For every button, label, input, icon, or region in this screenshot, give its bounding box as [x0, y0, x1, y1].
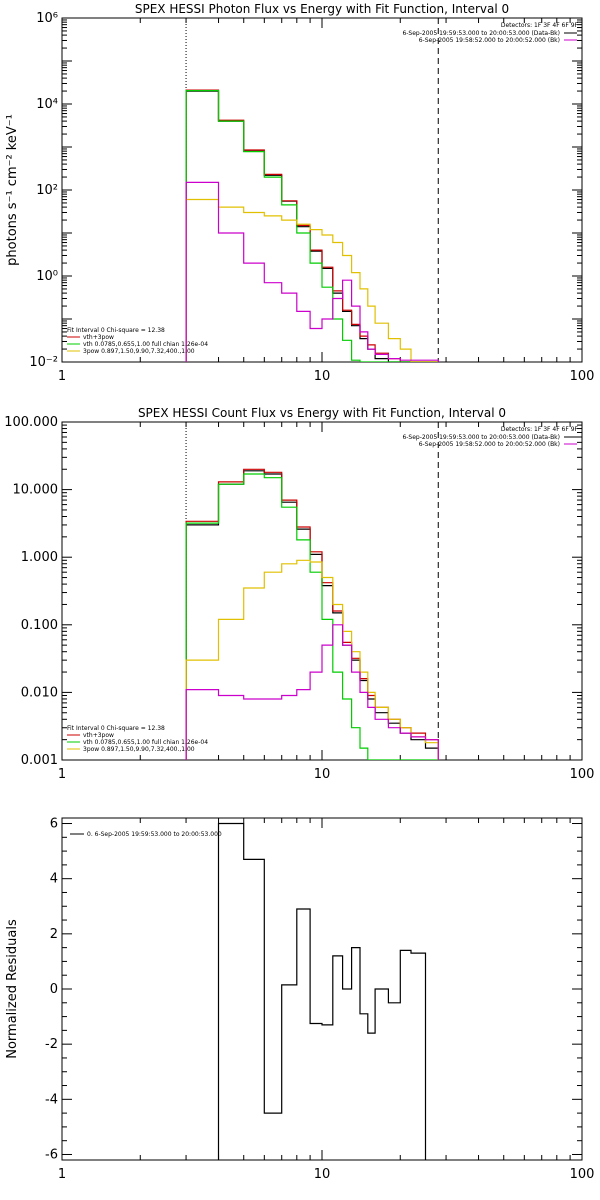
x-tick-label: 10	[314, 1167, 331, 1182]
y-tick-label: 2	[50, 927, 58, 942]
y-tick-label: 0.001	[21, 753, 58, 768]
y-axis-label: photons s⁻¹ cm⁻² keV⁻¹	[5, 114, 20, 266]
y-tick-label: 10.000	[13, 483, 59, 498]
y-tick-label: -4	[45, 1092, 58, 1107]
x-tick-label: 1	[58, 767, 66, 782]
x-tick-label: 10	[314, 767, 331, 782]
x-tick-label: 100	[570, 1167, 595, 1182]
legend-bottom-label: vth 0.0785,0.655,1.00 full chian 1.26e-0…	[83, 341, 208, 348]
series-vth	[185, 473, 439, 760]
legend-bottom-label: 3pow 0.897,1.50,9.90,7.32,400.,1.00	[83, 348, 195, 355]
series-3pow	[185, 198, 439, 362]
y-tick-label: 10²	[36, 183, 58, 198]
legend-bottom-label: 3pow 0.897,1.50,9.90,7.32,400.,1.00	[83, 746, 195, 753]
legend-bottom-label: vth 0.0785,0.655,1.00 full chian 1.26e-0…	[83, 739, 208, 746]
series-bk	[185, 624, 439, 760]
detectors-label: Detectors: 1F 3F 4F 6F 9F	[501, 426, 579, 433]
legend-bottom-label: vth+3pow	[83, 732, 114, 739]
legend-top-label: 6-Sep-2005 19:58:52.000 to 20:00:52.000 …	[419, 441, 560, 448]
chart-3: 1 10 100 -6 -4 -2 0 2 4 6 Normalized Residuals 0. 6…	[5, 817, 594, 1182]
x-tick-label: 100	[570, 369, 595, 384]
plot-frame	[61, 17, 583, 363]
series-vth	[185, 90, 439, 362]
data-series-group	[185, 468, 439, 760]
x-tick-label: 10	[314, 369, 331, 384]
y-tick-label: -6	[45, 1147, 58, 1162]
y-tick-label: -2	[45, 1037, 58, 1052]
x-tick-label: 100	[570, 767, 595, 782]
y-tick-label: 1.000	[21, 550, 58, 565]
y-tick-label: 0	[50, 982, 58, 997]
chart-title: SPEX HESSI Photon Flux vs Energy with Fi…	[135, 2, 509, 16]
legend-top-label: 6-Sep-2005 19:58:52.000 to 20:00:52.000 …	[419, 37, 560, 44]
chart-1: SPEX HESSI Photon Flux vs Energy with Fi…	[5, 2, 594, 384]
legend-label: 0. 6-Sep-2005 19:59:53.000 to 20:00:53.0…	[87, 831, 222, 838]
x-tick-label: 1	[58, 369, 66, 384]
series-vth-3pow	[185, 468, 439, 760]
y-tick-label: 6	[50, 817, 58, 832]
plot-frame	[61, 817, 583, 1161]
y-tick-label: 0.100	[21, 618, 58, 633]
series-vth-3pow	[185, 89, 439, 362]
x-tick-label: 1	[58, 1167, 66, 1182]
fit-info-label: Fit Interval 0 Chi-square = 12.38	[67, 327, 165, 334]
series-data-bk	[185, 90, 439, 362]
y-tick-label: 10⁻²	[29, 355, 58, 370]
y-tick-label: 10⁰	[36, 269, 58, 284]
y-axis-label: Normalized Residuals	[5, 919, 20, 1059]
y-tick-label: 10⁴	[36, 97, 58, 112]
series-data-bk	[185, 470, 439, 760]
legend-bottom-label: vth+3pow	[83, 334, 114, 341]
chart-title: SPEX HESSI Count Flux vs Energy with Fit…	[138, 406, 506, 420]
legend-top-label: 6-Sep-2005 19:59:53.000 to 20:00:53.000 …	[402, 434, 560, 441]
fit-info-label: Fit Interval 0 Chi-square = 12.38	[67, 725, 165, 732]
series-3pow	[185, 559, 439, 760]
legend-top-label: 6-Sep-2005 19:59:53.000 to 20:00:53.000 …	[402, 30, 560, 37]
data-series-group	[185, 89, 439, 362]
detectors-label: Detectors: 1F 3F 4F 6F 9F	[501, 22, 579, 29]
chart-2: SPEX HESSI Count Flux vs Energy with Fit…	[4, 406, 594, 782]
y-tick-label: 100.000	[4, 415, 58, 430]
series-bk	[185, 181, 439, 362]
y-tick-label: 4	[50, 872, 58, 887]
y-tick-label: 0.010	[21, 685, 58, 700]
data-series-group	[217, 822, 427, 1160]
y-tick-label: 10⁶	[36, 11, 58, 26]
series-residuals	[217, 822, 427, 1160]
